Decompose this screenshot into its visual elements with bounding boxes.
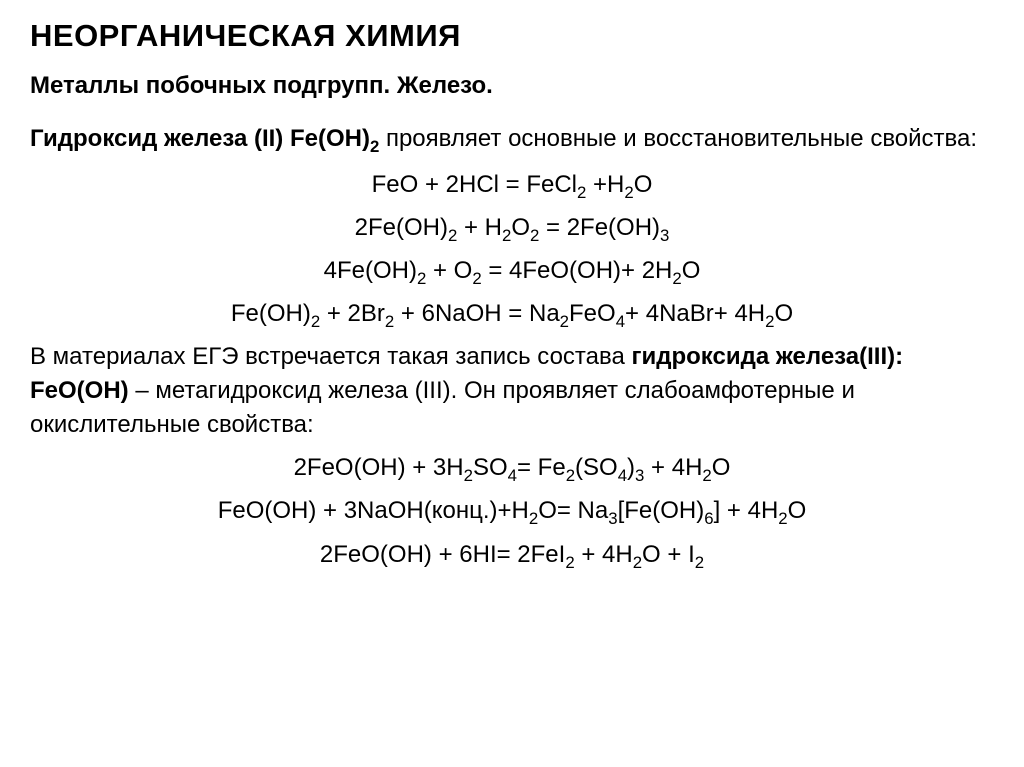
subtitle: Металлы побочных подгрупп. Железо. xyxy=(30,72,994,100)
section2-text-part2: – метагидроксид железа (III). Он проявля… xyxy=(30,377,855,438)
equation-text: 2Fe(OH)2 + H2O2 = 2Fe(OH)3 xyxy=(355,209,670,246)
equation-4: Fe(OH)2 + 2Br2 + 6NaOH = Na2FeO4+ 4NaBr+… xyxy=(30,295,994,332)
equation-2: 2Fe(OH)2 + H2O2 = 2Fe(OH)3 xyxy=(30,209,994,246)
equation-text: 4Fe(OH)2 + O2 = 4FeO(OH)+ 2H2O xyxy=(324,252,701,289)
equation-6: FeO(OH) + 3NaOH(конц.)+H2O= Na3[Fe(OH)6]… xyxy=(30,492,994,529)
equation-text: Fe(OH)2 + 2Br2 + 6NaOH = Na2FeO4+ 4NaBr+… xyxy=(231,295,793,332)
equation-5: 2FeO(OH) + 3H2SO4= Fe2(SO4)3 + 4H2O xyxy=(30,449,994,486)
equation-text: 2FeO(OH) + 3H2SO4= Fe2(SO4)3 + 4H2O xyxy=(294,449,731,486)
section1-intro: Гидроксид железа (II) Fe(OH)2 проявляет … xyxy=(30,122,994,156)
equation-text: FeO + 2HCl = FeCl2 +H2O xyxy=(372,166,653,203)
equation-1: FeO + 2HCl = FeCl2 +H2O xyxy=(30,166,994,203)
section2-text-part1: В материалах ЕГЭ встречается такая запис… xyxy=(30,343,632,370)
equation-text: FeO(OH) + 3NaOH(конц.)+H2O= Na3[Fe(OH)6]… xyxy=(218,492,807,529)
equation-3: 4Fe(OH)2 + O2 = 4FeO(OH)+ 2H2O xyxy=(30,252,994,289)
equation-text: 2FeO(OH) + 6HI= 2FeI2 + 4H2O + I2 xyxy=(320,536,704,573)
section1-intro-rest: проявляет основные и восстановительные с… xyxy=(379,125,977,152)
equation-7: 2FeO(OH) + 6HI= 2FeI2 + 4H2O + I2 xyxy=(30,536,994,573)
section1-intro-bold: Гидроксид железа (II) Fe(OH)2 xyxy=(30,125,379,152)
section2-text: В материалах ЕГЭ встречается такая запис… xyxy=(30,340,994,441)
main-title: НЕОРГАНИЧЕСКАЯ ХИМИЯ xyxy=(30,18,994,54)
